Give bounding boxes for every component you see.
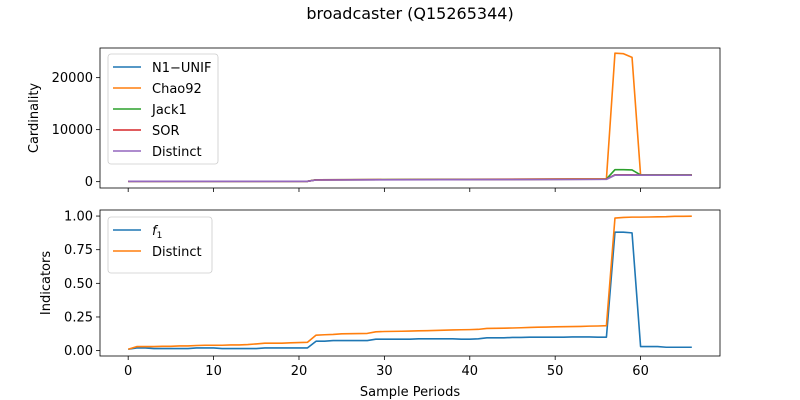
legend: f1 Distinct	[107, 216, 213, 274]
y-axis-label: Cardinality	[27, 83, 42, 154]
x-tick-label: 60	[632, 364, 649, 379]
x-tick-label: 30	[376, 364, 393, 379]
x-tick-label: 0	[124, 364, 132, 379]
y-tick-label: 0.75	[64, 243, 93, 258]
legend-box	[107, 216, 213, 274]
y-axis-label: Indicators	[39, 251, 54, 315]
axes-frame	[99, 47, 721, 189]
series-lines	[128, 52, 692, 183]
series-lines	[127, 215, 692, 351]
x-tick-label: 50	[547, 364, 564, 379]
y-tick-label: 10000	[52, 123, 93, 138]
legend-label-2: Jack1	[151, 103, 187, 118]
y-tick-label: 0.50	[64, 277, 93, 292]
legend-box	[107, 53, 219, 165]
y-tick-label: 1.00	[64, 210, 93, 225]
legend-label-1: Distinct	[152, 245, 202, 260]
indicators-panel: 0 10 20 30 40 50 60 0.00 0.25 0.50 0.75 1.00 Indicat…	[39, 210, 721, 400]
y-tick-label: 0	[85, 175, 93, 190]
x-tick-label: 10	[205, 364, 222, 379]
legend-label-0: f1	[152, 224, 162, 241]
legend: N1−UNIF Chao92 Jack1 SOR Distinct	[107, 53, 219, 165]
y-tick-label: 0.00	[64, 344, 93, 359]
y-tick-label: 20000	[52, 71, 93, 86]
legend-label-0: N1−UNIF	[152, 61, 211, 76]
series-line-4	[128, 174, 692, 183]
y-tick-label: 0.25	[64, 310, 93, 325]
series-line-1	[127, 215, 692, 351]
series-line-0	[128, 231, 692, 351]
cardinality-panel: 0 10000 20000 Cardinality N1−UNIF Chao92 Jack1…	[27, 47, 721, 192]
legend-label-4: Distinct	[152, 145, 202, 160]
x-tick-label: 40	[462, 364, 479, 379]
x-tick-label: 20	[291, 364, 308, 379]
legend-label-3: SOR	[152, 124, 180, 139]
x-axis-label: Sample Periods	[360, 385, 460, 400]
figure-title: broadcaster (Q15265344)	[306, 4, 513, 23]
legend-label-1: Chao92	[152, 82, 202, 97]
